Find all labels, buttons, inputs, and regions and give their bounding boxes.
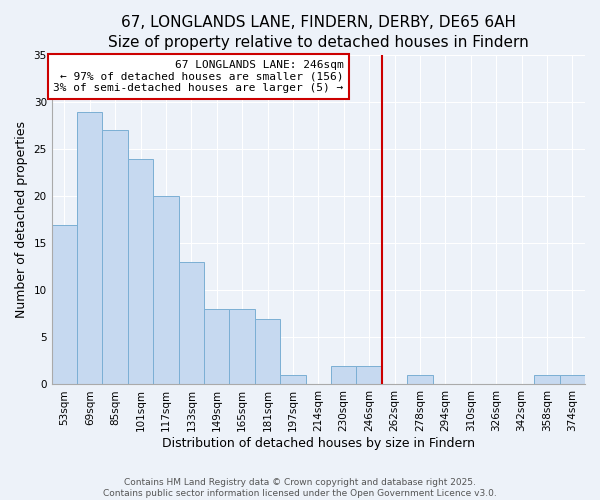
Bar [534, 375, 560, 384]
Bar [52, 224, 77, 384]
Y-axis label: Number of detached properties: Number of detached properties [15, 122, 28, 318]
Bar [331, 366, 356, 384]
Bar [407, 375, 433, 384]
Bar [128, 158, 153, 384]
Text: Contains HM Land Registry data © Crown copyright and database right 2025.
Contai: Contains HM Land Registry data © Crown c… [103, 478, 497, 498]
Bar [280, 375, 305, 384]
X-axis label: Distribution of detached houses by size in Findern: Distribution of detached houses by size … [162, 437, 475, 450]
Bar [77, 112, 103, 384]
Bar [229, 309, 255, 384]
Text: 67 LONGLANDS LANE: 246sqm
← 97% of detached houses are smaller (156)
3% of semi-: 67 LONGLANDS LANE: 246sqm ← 97% of detac… [53, 60, 344, 93]
Bar [179, 262, 204, 384]
Bar [153, 196, 179, 384]
Bar [255, 318, 280, 384]
Bar [560, 375, 585, 384]
Bar [103, 130, 128, 384]
Bar [356, 366, 382, 384]
Bar [204, 309, 229, 384]
Title: 67, LONGLANDS LANE, FINDERN, DERBY, DE65 6AH
Size of property relative to detach: 67, LONGLANDS LANE, FINDERN, DERBY, DE65… [108, 15, 529, 50]
